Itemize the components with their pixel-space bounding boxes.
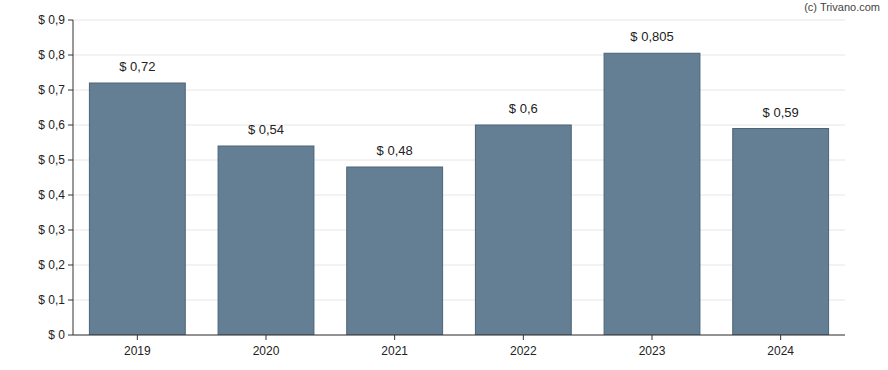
x-tick-label: 2022 xyxy=(510,344,537,358)
grid-line xyxy=(73,300,845,301)
y-tick xyxy=(68,300,73,301)
y-tick xyxy=(68,125,73,126)
y-tick xyxy=(68,90,73,91)
bars xyxy=(89,53,828,335)
x-tick-label: 2019 xyxy=(124,344,151,358)
grid-line xyxy=(73,265,845,266)
x-tick-label: 2021 xyxy=(381,344,408,358)
bar xyxy=(604,53,700,335)
x-tick xyxy=(652,335,653,340)
grid-line xyxy=(73,335,845,336)
x-tick-label: 2023 xyxy=(639,344,666,358)
data-label: $ 0,72 xyxy=(119,59,155,74)
x-tick xyxy=(394,335,395,340)
y-tick xyxy=(68,265,73,266)
y-tick-label: $ 0,9 xyxy=(38,13,65,27)
bar xyxy=(218,146,314,335)
y-tick xyxy=(68,335,73,336)
x-tick-label: 2020 xyxy=(253,344,280,358)
data-label: $ 0,54 xyxy=(248,122,284,137)
x-tick xyxy=(780,335,781,340)
data-label: $ 0,48 xyxy=(377,143,413,158)
y-tick xyxy=(68,195,73,196)
bar xyxy=(733,129,829,336)
y-tick-label: $ 0,3 xyxy=(38,223,65,237)
grid-line xyxy=(73,55,845,56)
data-label: $ 0,6 xyxy=(509,101,538,116)
grid-line xyxy=(73,230,845,231)
grid-line xyxy=(73,90,845,91)
chart: $ 0 $ 0,1 $ 0,2 $ 0,3 $ 0,4 $ 0,5 $ 0,6 $ 0,7 $ … xyxy=(0,0,888,370)
data-label: $ 0,805 xyxy=(630,29,673,44)
y-tick-label: $ 0,2 xyxy=(38,258,65,272)
x-axis xyxy=(73,335,845,336)
annotation: (c) Trivano.com xyxy=(804,1,880,13)
y-tick xyxy=(68,20,73,21)
x-tick xyxy=(266,335,267,340)
grid-line xyxy=(73,20,845,21)
y-tick-label: $ 0 xyxy=(48,328,65,342)
grid-line xyxy=(73,195,845,196)
y-tick-label: $ 0,5 xyxy=(38,153,65,167)
x-tick xyxy=(523,335,524,340)
bar xyxy=(347,167,443,335)
y-tick-label: $ 0,7 xyxy=(38,83,65,97)
y-tick-label: $ 0,1 xyxy=(38,293,65,307)
x-tick xyxy=(137,335,138,340)
grid-line xyxy=(73,125,845,126)
y-tick-label: $ 0,6 xyxy=(38,118,65,132)
x-tick-label: 2024 xyxy=(767,344,794,358)
y-axis xyxy=(73,20,74,335)
grid-line xyxy=(73,160,845,161)
y-tick-label: $ 0,4 xyxy=(38,188,65,202)
y-tick xyxy=(68,160,73,161)
y-tick xyxy=(68,230,73,231)
y-tick xyxy=(68,55,73,56)
bar xyxy=(475,125,571,335)
data-label: $ 0,59 xyxy=(763,105,799,120)
y-tick-label: $ 0,8 xyxy=(38,48,65,62)
bar xyxy=(89,83,185,335)
